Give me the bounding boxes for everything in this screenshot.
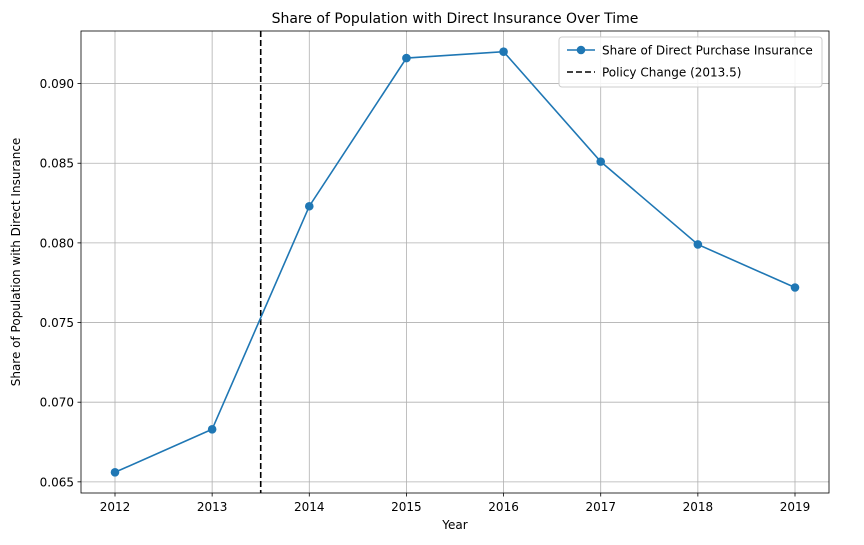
- y-axis-label: Share of Population with Direct Insuranc…: [9, 138, 23, 387]
- x-tick-label: 2012: [100, 500, 131, 514]
- data-point: [110, 467, 120, 477]
- data-point: [693, 240, 703, 249]
- y-tick-label: 0.080: [40, 236, 74, 250]
- x-tick-label: 2015: [391, 500, 422, 514]
- y-axis-ticks: 0.065 0.070 0.075 0.080 0.085 0.090: [40, 77, 81, 489]
- y-tick-label: 0.070: [40, 396, 74, 410]
- x-axis-ticks: 2012 2013 2014 2015 2016 2017 2018 2019: [100, 493, 811, 514]
- data-point: [596, 157, 606, 166]
- x-tick-label: 2016: [488, 500, 519, 514]
- data-point: [304, 201, 314, 211]
- legend-frame: [558, 36, 823, 88]
- legend: Share of Direct Purchase Insurance Policy…: [558, 36, 823, 88]
- y-tick-label: 0.065: [40, 475, 74, 489]
- series-line: [114, 50, 796, 474]
- legend-label: Share of Direct Purchase Insurance: [602, 44, 813, 58]
- x-tick-label: 2017: [585, 500, 616, 514]
- x-tick-label: 2013: [197, 500, 228, 514]
- legend-series-marker: [576, 45, 586, 55]
- y-tick-label: 0.085: [40, 157, 74, 171]
- data-point: [499, 47, 508, 57]
- x-tick-label: 2014: [294, 500, 325, 514]
- x-tick-label: 2018: [683, 500, 714, 514]
- x-tick-label: 2019: [780, 500, 811, 514]
- plot-frame: [80, 30, 830, 494]
- series-layer: [110, 47, 800, 477]
- legend-label: Policy Change (2013.5): [602, 66, 741, 80]
- chart-title: Share of Population with Direct Insuranc…: [272, 11, 639, 27]
- grid: [81, 31, 829, 493]
- y-tick-label: 0.075: [40, 316, 74, 330]
- data-point: [402, 53, 411, 63]
- data-point: [790, 283, 800, 292]
- data-point: [207, 424, 217, 434]
- x-axis-label: Year: [441, 518, 467, 532]
- y-tick-label: 0.090: [40, 77, 74, 91]
